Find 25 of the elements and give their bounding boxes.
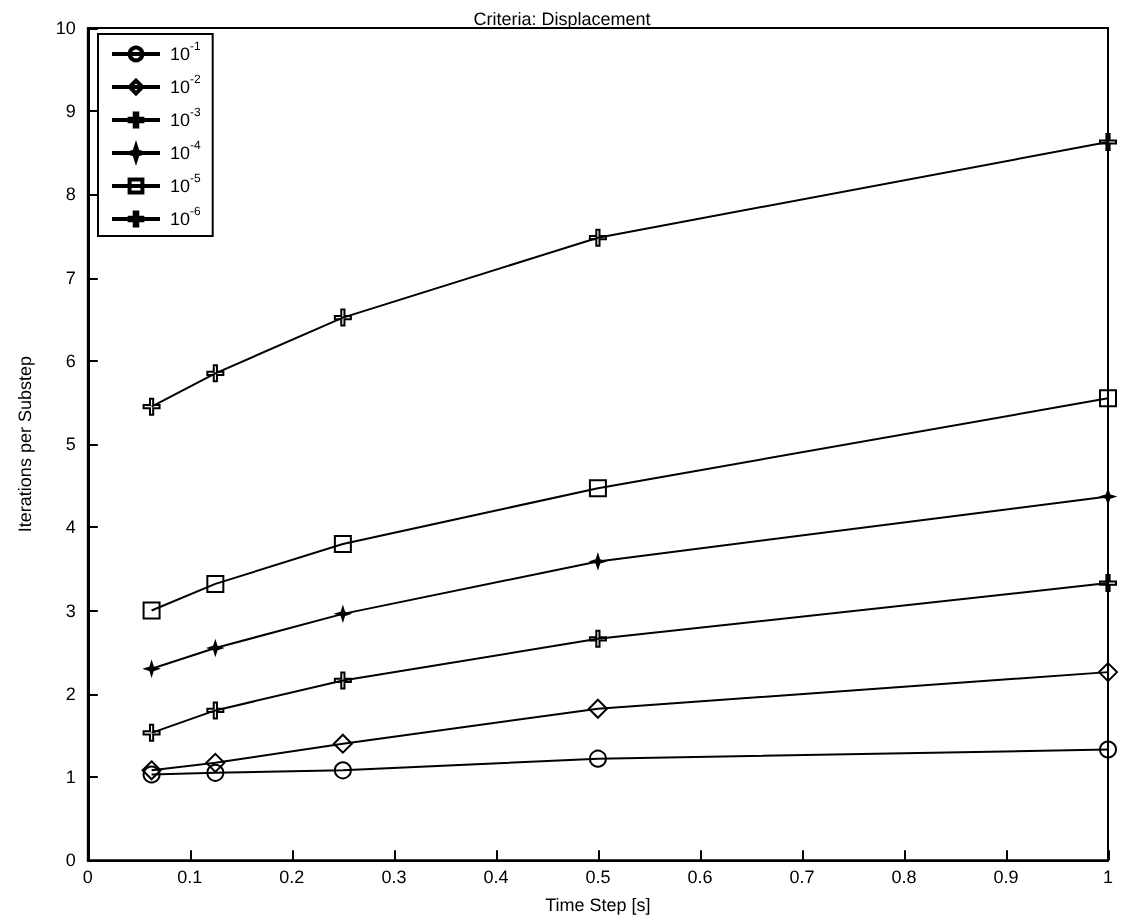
y-tick-label: 8: [65, 184, 76, 205]
y-tick-label: 5: [65, 434, 76, 455]
y-axis-title: Iterations per Substep: [15, 356, 35, 533]
x-tick-label: 0.8: [891, 867, 917, 888]
x-tick-label: 0.3: [381, 867, 407, 888]
y-tick-label: 7: [65, 267, 76, 288]
x-tick-label: 0.4: [483, 867, 509, 888]
y-tick-label: 0: [65, 850, 76, 871]
x-tick-label: 0: [82, 867, 93, 888]
y-tick-label: 1: [65, 766, 76, 787]
x-tick-label: 0.1: [177, 867, 203, 888]
x-tick-label: 1: [1102, 867, 1114, 888]
x-tick-label: 0.9: [993, 867, 1019, 888]
y-tick-label: 6: [65, 350, 76, 371]
x-tick-label: 0.2: [279, 867, 305, 888]
y-tick-label: 4: [65, 517, 76, 538]
y-tick-label: 2: [65, 683, 76, 704]
y-tick-label: 10: [55, 18, 76, 38]
y-tick-label: 9: [65, 101, 76, 122]
x-tick-label: 0.6: [687, 867, 713, 888]
x-tick-label: 0.7: [789, 867, 815, 888]
y-tick-label: 3: [65, 600, 76, 621]
chart-title: Criteria: Displacement: [473, 9, 652, 29]
x-tick-label: 0.5: [585, 867, 611, 888]
x-axis-title: Time Step [s]: [545, 895, 651, 915]
